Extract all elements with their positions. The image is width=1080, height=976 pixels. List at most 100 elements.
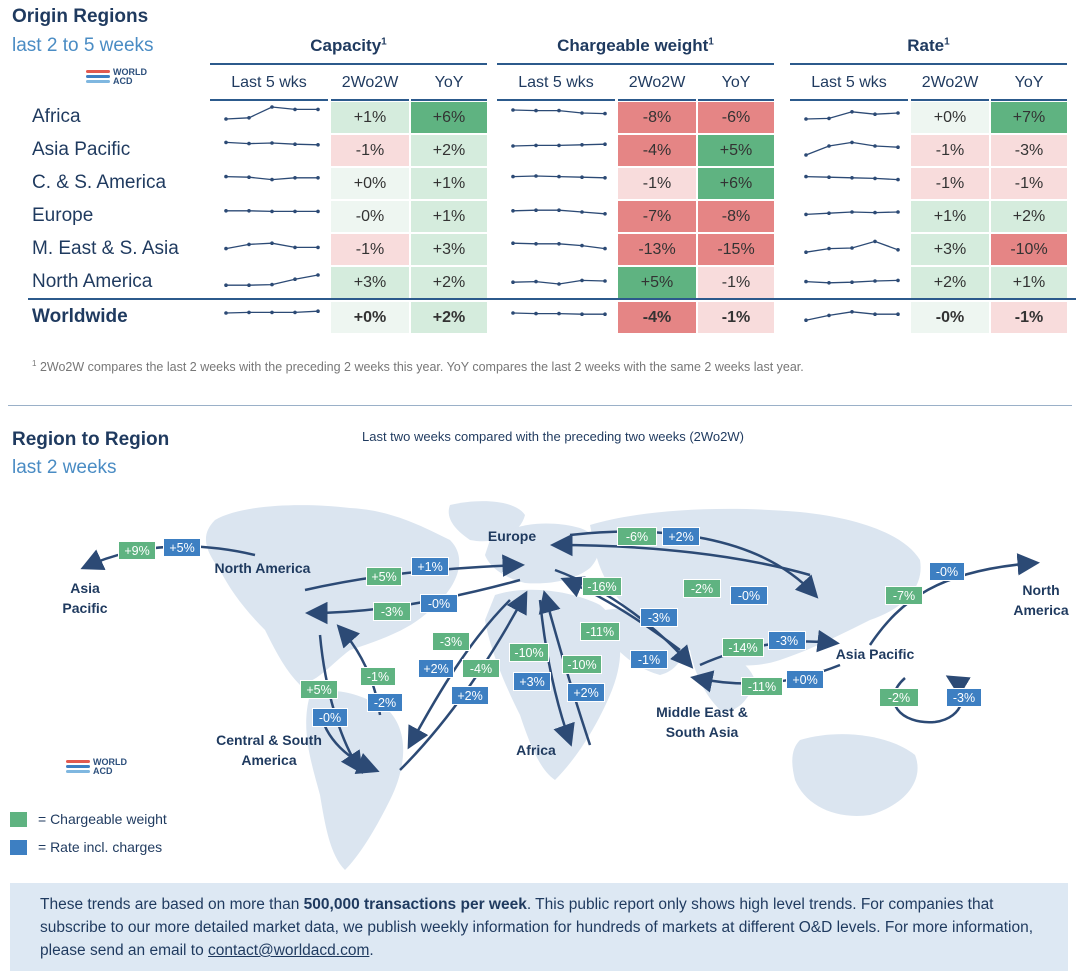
cell-capacity-2wo2w-1: -1%: [331, 135, 409, 166]
sparkline-point-rate-1-2: [850, 140, 854, 145]
chargeable-weight-tag-4: -3%: [373, 602, 411, 621]
sparkline-point-capacity-4-2: [270, 241, 274, 245]
rate-tag-23: +2%: [418, 659, 454, 678]
col-head-line-chargeable-weight-1: [618, 99, 696, 101]
cell-rate-yoy-1: -3%: [991, 135, 1067, 166]
cell-capacity-2wo2w-6: +0%: [331, 302, 409, 333]
sparkline-point-capacity-6-0: [224, 311, 228, 315]
row-label-1: Asia Pacific: [32, 139, 131, 160]
worldacd-logo: WORLD ACD: [86, 68, 149, 86]
info-text-end: .: [369, 942, 374, 959]
rate-tag-19: -0%: [929, 562, 965, 581]
sparkline-point-capacity-6-2: [270, 310, 274, 315]
cell-rate-yoy-2: -1%: [991, 168, 1067, 199]
sparkline-point-chargeable-weight-2-1: [534, 174, 538, 178]
chargeable-weight-tag-22: -3%: [432, 632, 470, 651]
contact-email-link[interactable]: contact@worldacd.com: [208, 942, 370, 959]
sparkline-point-chargeable-weight-4-1: [534, 242, 538, 246]
rate-tag-7: +2%: [662, 527, 700, 546]
row-label-5: North America: [32, 271, 153, 292]
chargeable-weight-tag-12: -11%: [580, 622, 620, 641]
sparkline-point-capacity-3-1: [247, 209, 251, 213]
sparkline-point-capacity-2-1: [247, 175, 251, 179]
sparkline-point-capacity-1-0: [224, 140, 228, 145]
sparkline-point-rate-2-1: [827, 175, 831, 179]
sparkline-point-rate-1-0: [804, 153, 808, 157]
sparkline-point-capacity-5-4: [316, 273, 320, 277]
sparkline-point-rate-0-2: [850, 110, 854, 114]
cell-capacity-2wo2w-4: -1%: [331, 234, 409, 265]
col-head-line-chargeable-weight-2: [698, 99, 774, 101]
arrow-europe-to-csa: [407, 599, 511, 750]
sparkline-point-capacity-1-2: [270, 141, 274, 145]
sparkline-point-chargeable-weight-4-3: [580, 243, 584, 248]
cell-chargeable-weight-yoy-2: +6%: [698, 168, 774, 199]
chargeable-weight-tag-26: -10%: [509, 643, 549, 662]
sparkline-point-chargeable-weight-5-4: [603, 279, 607, 283]
col-head-rate-0: Last 5 wks: [811, 74, 887, 91]
region-label-africa: Africa: [516, 742, 556, 758]
sparkline-point-chargeable-weight-4-4: [603, 246, 607, 251]
sparkline-chargeable-weight-1: [511, 142, 607, 148]
sparkline-point-rate-4-4: [896, 248, 900, 252]
cell-chargeable-weight-2wo2w-3: -7%: [618, 201, 696, 232]
sparkline-rate-2: [804, 174, 900, 182]
cell-capacity-yoy-0: +6%: [411, 102, 487, 133]
cell-rate-2wo2w-5: +2%: [911, 267, 989, 298]
sparkline-point-chargeable-weight-0-2: [557, 108, 561, 113]
arrow-europe-to-africa: [538, 599, 575, 747]
worldacd-logo-map: WORLD ACD: [66, 758, 129, 776]
sparkline-point-chargeable-weight-2-2: [557, 174, 561, 179]
cell-chargeable-weight-yoy-3: -8%: [698, 201, 774, 232]
chargeable-weight-tag-28: -10%: [562, 655, 602, 674]
rate-tag-27: +3%: [513, 672, 551, 691]
table-footnote: 1 2Wo2W compares the last 2 weeks with t…: [32, 359, 804, 375]
cell-chargeable-weight-yoy-0: -6%: [698, 102, 774, 133]
sparkline-point-rate-1-1: [827, 144, 831, 148]
sparkline-point-capacity-5-2: [270, 282, 274, 287]
cell-rate-2wo2w-1: -1%: [911, 135, 989, 166]
region-label-asia-pacific-left: Asia Pacific: [62, 580, 108, 616]
rate-tag-33: -0%: [312, 708, 348, 727]
sparkline-point-chargeable-weight-3-2: [557, 208, 561, 212]
sparkline-point-capacity-3-4: [316, 209, 320, 214]
cell-rate-2wo2w-4: +3%: [911, 234, 989, 265]
legend-label-0: = Chargeable weight: [38, 811, 167, 827]
cell-rate-2wo2w-3: +1%: [911, 201, 989, 232]
sparkline-capacity-6: [224, 309, 320, 315]
cell-rate-yoy-4: -10%: [991, 234, 1067, 265]
sparkline-point-chargeable-weight-4-0: [511, 241, 515, 245]
sparkline-point-capacity-6-4: [316, 309, 320, 313]
col-head-rate-1: 2Wo2W: [921, 74, 979, 91]
group-underline-chargeable-weight: [497, 63, 774, 65]
worldacd-logo-text: WORLD ACD: [113, 67, 147, 86]
arrow-mesa-to-europe: [560, 576, 681, 652]
sparkline-point-capacity-3-2: [270, 209, 274, 214]
rate-tag-21: -3%: [946, 688, 982, 707]
sparkline-point-rate-6-0: [804, 318, 808, 322]
region-label-central-south-america: Central & South America: [216, 732, 322, 768]
legend-swatch-1: [10, 840, 27, 855]
sparkline-point-chargeable-weight-6-1: [534, 311, 538, 316]
sparkline-point-chargeable-weight-0-3: [580, 111, 584, 115]
sparkline-point-chargeable-weight-1-1: [534, 143, 538, 148]
sparkline-point-chargeable-weight-6-0: [511, 311, 515, 315]
sparkline-point-chargeable-weight-0-0: [511, 108, 515, 112]
sparkline-point-capacity-5-1: [247, 283, 251, 287]
sparkline-chargeable-weight-2: [511, 174, 607, 180]
sparkline-point-rate-2-0: [804, 174, 808, 179]
arrow-mesa-to-ap: [699, 629, 840, 667]
group-title-rate: Rate1: [907, 36, 950, 55]
sparkline-point-rate-5-3: [873, 279, 877, 283]
sparkline-rate-6: [804, 310, 900, 322]
sparkline-rate-3: [804, 210, 900, 217]
row-label-2: C. & S. America: [32, 172, 167, 193]
col-head-chargeable-weight-1: 2Wo2W: [628, 74, 686, 91]
chargeable-weight-tag-8: -16%: [582, 577, 622, 596]
sparkline-point-rate-6-1: [827, 313, 831, 318]
cell-rate-yoy-0: +7%: [991, 102, 1067, 133]
sparkline-point-chargeable-weight-1-2: [557, 143, 561, 148]
cell-capacity-yoy-1: +2%: [411, 135, 487, 166]
rate-tag-3: +1%: [411, 557, 449, 576]
sparkline-point-chargeable-weight-6-4: [603, 312, 607, 316]
